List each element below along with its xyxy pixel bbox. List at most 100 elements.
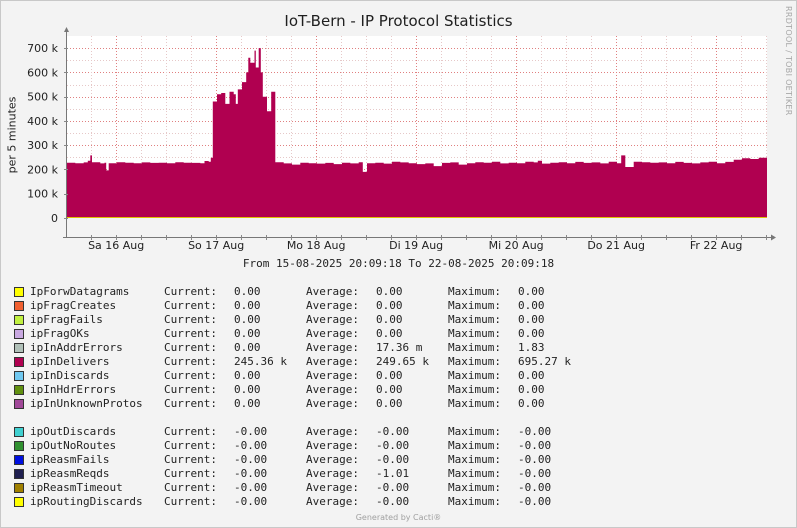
- legend-max-label: Maximum:: [448, 397, 501, 410]
- legend-max-label: Maximum:: [448, 425, 501, 438]
- legend-cur-label: Current:: [164, 495, 217, 508]
- legend-name: ipInHdrErrors: [30, 383, 117, 396]
- legend-max-label: Maximum:: [448, 369, 501, 382]
- y-tick-label: 0: [51, 212, 58, 225]
- legend-cur-label: Current:: [164, 355, 217, 368]
- time-range: From 15-08-2025 20:09:18 To 22-08-2025 2…: [242, 257, 555, 270]
- legend-name: ipInUnknownProtos: [30, 397, 143, 410]
- y-axis-arrow: [64, 27, 69, 32]
- x-tick-label: Fr 22 Aug: [690, 239, 743, 252]
- legend-max-label: Maximum:: [448, 355, 501, 368]
- legend-swatch: [14, 497, 24, 507]
- legend-name: ipFragCreates: [30, 299, 117, 312]
- legend-max: 0.00: [518, 313, 545, 326]
- legend-max-label: Maximum:: [448, 383, 501, 396]
- legend-avg: -0.00: [376, 453, 410, 466]
- legend-name: ipOutDiscards: [30, 425, 117, 438]
- legend-cur-label: Current:: [164, 481, 217, 494]
- legend-name: ipFragFails: [30, 313, 103, 326]
- legend-swatch: [14, 315, 24, 325]
- legend-avg: -0.00: [376, 481, 410, 494]
- legend-avg-label: Average:: [306, 383, 359, 396]
- legend-avg-label: Average:: [306, 341, 359, 354]
- y-tick-labels: 0 100 k 200 k 300 k 400 k 500 k 600 k 700 k: [27, 42, 58, 225]
- legend-cur-label: Current:: [164, 383, 217, 396]
- legend-swatch: [14, 483, 24, 493]
- legend-max-label: Maximum:: [448, 299, 501, 312]
- legend-avg-label: Average:: [306, 439, 359, 452]
- legend-avg: 0.00: [376, 397, 403, 410]
- legend-swatch: [14, 301, 24, 311]
- legend-swatch: [14, 371, 24, 381]
- legend-cur: -0.00: [234, 481, 268, 494]
- legend-cur: 245.36 k: [234, 355, 287, 368]
- legend-cur-label: Current:: [164, 453, 217, 466]
- chart-title: IoT-Bern - IP Protocol Statistics: [284, 12, 513, 30]
- legend-swatch: [14, 441, 24, 451]
- legend-max: 0.00: [518, 369, 545, 382]
- legend-max-label: Maximum:: [448, 313, 501, 326]
- legend-swatch: [14, 357, 24, 367]
- x-axis-arrow: [771, 234, 776, 241]
- axes: [63, 27, 776, 241]
- y-tick-label: 600 k: [27, 66, 58, 79]
- legend-swatch: [14, 287, 24, 297]
- legend-cur: 0.00: [234, 397, 261, 410]
- legend-name: ipReasmReqds: [30, 467, 110, 480]
- legend-avg-label: Average:: [306, 481, 359, 494]
- legend-max-label: Maximum:: [448, 285, 501, 298]
- legend-avg-label: Average:: [306, 397, 359, 410]
- legend-avg: 0.00: [376, 299, 403, 312]
- legend-name: ipFragOKs: [30, 327, 90, 340]
- legend-name: ipOutNoRoutes: [30, 439, 117, 452]
- y-tick-label: 100 k: [27, 188, 58, 201]
- legend-avg: -0.00: [376, 439, 410, 452]
- legend-avg: 0.00: [376, 313, 403, 326]
- legend-name: ipInDelivers: [30, 355, 110, 368]
- legend-max-label: Maximum:: [448, 327, 501, 340]
- legend-avg: 0.00: [376, 285, 403, 298]
- legend-cur-label: Current:: [164, 299, 217, 312]
- legend-swatch: [14, 385, 24, 395]
- legend-swatch: [14, 329, 24, 339]
- legend-max: -0.00: [518, 495, 552, 508]
- legend-name: ipReasmFails: [30, 453, 110, 466]
- legend-max: -0.00: [518, 467, 552, 480]
- x-tick-label: Mi 20 Aug: [489, 239, 544, 252]
- legend-max: 1.83: [518, 341, 545, 354]
- legend-avg-label: Average:: [306, 453, 359, 466]
- legend-max: -0.00: [518, 425, 552, 438]
- legend-cur-label: Current:: [164, 285, 217, 298]
- legend-max-label: Maximum:: [448, 495, 501, 508]
- legend-name: ipInAddrErrors: [30, 341, 123, 354]
- legend-max: -0.00: [518, 439, 552, 452]
- legend-cur: 0.00: [234, 285, 261, 298]
- legend-avg-label: Average:: [306, 285, 359, 298]
- legend-max-label: Maximum:: [448, 341, 501, 354]
- legend-cur-label: Current:: [164, 397, 217, 410]
- legend-cur-label: Current:: [164, 341, 217, 354]
- legend-max: -0.00: [518, 481, 552, 494]
- legend-max: 0.00: [518, 327, 545, 340]
- rrdtool-watermark: RRDTOOL / TOBI OETIKER: [784, 6, 793, 116]
- footer-credit: Generated by Cacti®: [355, 513, 442, 522]
- legend-name: ipRoutingDiscards: [30, 495, 143, 508]
- legend-avg-label: Average:: [306, 425, 359, 438]
- legend-cur-label: Current:: [164, 425, 217, 438]
- legend-cur: 0.00: [234, 327, 261, 340]
- legend-swatch: [14, 455, 24, 465]
- chart-svg: 0 100 k 200 k 300 k 400 k 500 k 600 k 700 k Sa …: [27, 27, 776, 252]
- legend-max-label: Maximum:: [448, 439, 501, 452]
- series-area-ipInDelivers: [67, 48, 767, 218]
- legend-swatch: [14, 469, 24, 479]
- legend-max-label: Maximum:: [448, 467, 501, 480]
- legend-avg: -0.00: [376, 425, 410, 438]
- legend-cur: -0.00: [234, 467, 268, 480]
- legend-avg: -0.00: [376, 495, 410, 508]
- x-tick-label: Sa 16 Aug: [88, 239, 144, 252]
- legend-avg: 17.36 m: [376, 341, 423, 354]
- legend-avg: 0.00: [376, 369, 403, 382]
- legend-avg: -1.01: [376, 467, 410, 480]
- legend-cur-label: Current:: [164, 439, 217, 452]
- x-tick-labels: Sa 16 Aug So 17 Aug Mo 18 Aug Di 19 Aug Mi 2…: [88, 239, 742, 252]
